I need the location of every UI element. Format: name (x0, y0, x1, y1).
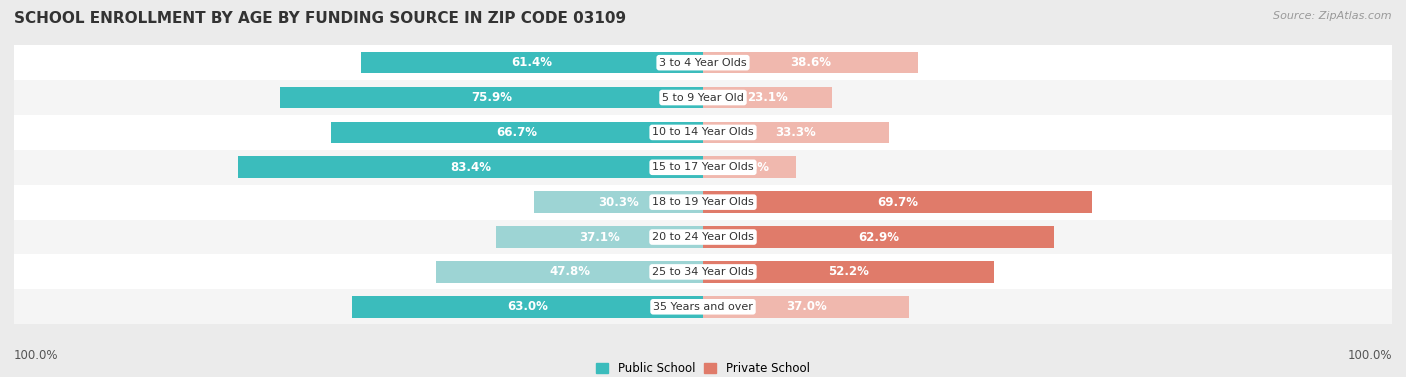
Text: 15 to 17 Year Olds: 15 to 17 Year Olds (652, 162, 754, 172)
Bar (703, 52, 918, 74)
Text: 62.9%: 62.9% (858, 231, 898, 244)
Text: 35 Years and over: 35 Years and over (652, 302, 754, 312)
Text: 33.3%: 33.3% (776, 126, 817, 139)
Bar (703, 156, 796, 178)
Bar (703, 87, 832, 108)
Legend: Public School, Private School: Public School, Private School (592, 357, 814, 377)
Text: 38.6%: 38.6% (790, 56, 831, 69)
Bar (703, 296, 910, 317)
Text: 10 to 14 Year Olds: 10 to 14 Year Olds (652, 127, 754, 138)
Text: 37.0%: 37.0% (786, 300, 827, 313)
Text: 63.0%: 63.0% (508, 300, 548, 313)
Bar (330, 122, 703, 143)
Text: 69.7%: 69.7% (877, 196, 918, 208)
Bar (436, 261, 703, 283)
Text: SCHOOL ENROLLMENT BY AGE BY FUNDING SOURCE IN ZIP CODE 03109: SCHOOL ENROLLMENT BY AGE BY FUNDING SOUR… (14, 11, 626, 26)
Text: 75.9%: 75.9% (471, 91, 512, 104)
Bar (14, 289, 1392, 324)
Text: 5 to 9 Year Old: 5 to 9 Year Old (662, 92, 744, 103)
Text: 52.2%: 52.2% (828, 265, 869, 278)
Bar (352, 296, 703, 317)
Bar (14, 115, 1392, 150)
Bar (14, 185, 1392, 219)
Bar (14, 219, 1392, 254)
Text: 30.3%: 30.3% (598, 196, 638, 208)
Bar (703, 122, 889, 143)
Bar (703, 226, 1054, 248)
Text: 25 to 34 Year Olds: 25 to 34 Year Olds (652, 267, 754, 277)
Bar (703, 192, 1091, 213)
Bar (238, 156, 703, 178)
Bar (703, 261, 994, 283)
Text: 66.7%: 66.7% (496, 126, 537, 139)
Text: 83.4%: 83.4% (450, 161, 491, 174)
Text: 23.1%: 23.1% (747, 91, 787, 104)
Text: 100.0%: 100.0% (1347, 349, 1392, 362)
Text: 18 to 19 Year Olds: 18 to 19 Year Olds (652, 197, 754, 207)
Text: Source: ZipAtlas.com: Source: ZipAtlas.com (1274, 11, 1392, 21)
Text: 61.4%: 61.4% (512, 56, 553, 69)
Text: 37.1%: 37.1% (579, 231, 620, 244)
Bar (14, 254, 1392, 290)
Bar (360, 52, 703, 74)
Bar (14, 45, 1392, 80)
Text: 100.0%: 100.0% (14, 349, 59, 362)
Bar (14, 80, 1392, 115)
Text: 47.8%: 47.8% (550, 265, 591, 278)
Bar (534, 192, 703, 213)
Bar (280, 87, 703, 108)
Text: 20 to 24 Year Olds: 20 to 24 Year Olds (652, 232, 754, 242)
Bar (496, 226, 703, 248)
Text: 3 to 4 Year Olds: 3 to 4 Year Olds (659, 58, 747, 68)
Bar (14, 150, 1392, 185)
Text: 16.6%: 16.6% (728, 161, 770, 174)
